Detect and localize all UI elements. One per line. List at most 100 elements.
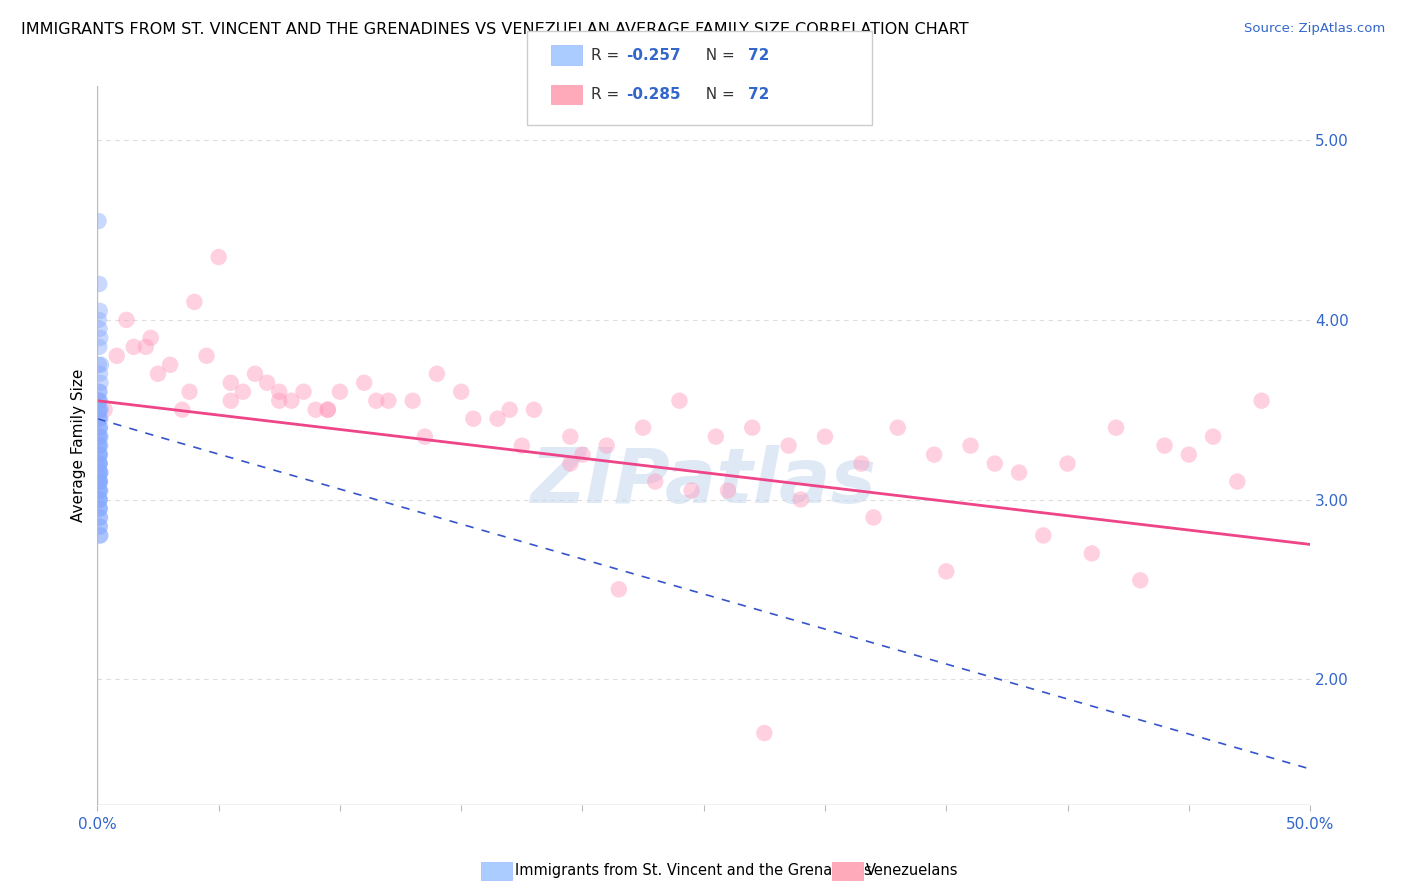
Point bbox=[560, 430, 582, 444]
Point bbox=[1178, 448, 1201, 462]
Point bbox=[596, 439, 619, 453]
Point bbox=[89, 331, 111, 345]
Point bbox=[256, 376, 278, 390]
Point bbox=[89, 457, 111, 471]
Point bbox=[1081, 546, 1104, 560]
Point bbox=[89, 457, 111, 471]
Point bbox=[90, 358, 112, 372]
Point bbox=[1056, 457, 1078, 471]
Point bbox=[87, 420, 110, 434]
Point bbox=[159, 358, 181, 372]
Point bbox=[232, 384, 254, 399]
Point bbox=[486, 411, 509, 425]
Point bbox=[463, 411, 485, 425]
Point bbox=[135, 340, 157, 354]
Point bbox=[89, 430, 111, 444]
Point bbox=[316, 402, 339, 417]
Point bbox=[89, 448, 111, 462]
Point bbox=[87, 475, 110, 489]
Point bbox=[219, 376, 242, 390]
Point bbox=[87, 430, 110, 444]
Point bbox=[89, 340, 111, 354]
Point bbox=[87, 214, 110, 228]
Point bbox=[87, 492, 110, 507]
Point bbox=[122, 340, 145, 354]
Point bbox=[89, 367, 111, 381]
Text: R =: R = bbox=[591, 87, 624, 102]
Point bbox=[316, 402, 339, 417]
Point bbox=[862, 510, 884, 524]
Point bbox=[426, 367, 449, 381]
Point bbox=[89, 420, 111, 434]
Point bbox=[87, 411, 110, 425]
Point bbox=[450, 384, 472, 399]
Point bbox=[269, 384, 291, 399]
Point bbox=[89, 430, 111, 444]
Point bbox=[413, 430, 436, 444]
Point bbox=[89, 439, 111, 453]
Point bbox=[89, 411, 111, 425]
Point bbox=[304, 402, 326, 417]
Point bbox=[183, 294, 205, 309]
Text: 72: 72 bbox=[748, 87, 769, 102]
Text: Immigrants from St. Vincent and the Grenadines: Immigrants from St. Vincent and the Gren… bbox=[515, 863, 872, 878]
Point bbox=[89, 411, 111, 425]
Point bbox=[89, 466, 111, 480]
Point bbox=[89, 492, 111, 507]
Point bbox=[366, 393, 388, 408]
Point bbox=[89, 483, 111, 498]
Point bbox=[89, 483, 111, 498]
Point bbox=[523, 402, 546, 417]
Point bbox=[87, 430, 110, 444]
Point bbox=[87, 384, 110, 399]
Point bbox=[402, 393, 425, 408]
Point bbox=[510, 439, 533, 453]
Text: 72: 72 bbox=[748, 48, 769, 62]
Point bbox=[89, 466, 111, 480]
Text: -0.257: -0.257 bbox=[626, 48, 681, 62]
Point bbox=[219, 393, 242, 408]
Point bbox=[87, 466, 110, 480]
Point bbox=[89, 501, 111, 516]
Point bbox=[89, 519, 111, 533]
Point bbox=[89, 393, 111, 408]
Point bbox=[87, 492, 110, 507]
Point bbox=[717, 483, 740, 498]
Point bbox=[89, 457, 111, 471]
Text: R =: R = bbox=[591, 48, 624, 62]
Point bbox=[89, 519, 111, 533]
Point bbox=[1008, 466, 1031, 480]
Point bbox=[115, 313, 138, 327]
Point bbox=[571, 448, 593, 462]
Point bbox=[1226, 475, 1249, 489]
Point bbox=[292, 384, 315, 399]
Point bbox=[377, 393, 399, 408]
Point bbox=[922, 448, 945, 462]
Text: IMMIGRANTS FROM ST. VINCENT AND THE GRENADINES VS VENEZUELAN AVERAGE FAMILY SIZE: IMMIGRANTS FROM ST. VINCENT AND THE GREN… bbox=[21, 22, 969, 37]
Text: ZIPatlas: ZIPatlas bbox=[530, 444, 877, 518]
Point bbox=[89, 376, 111, 390]
Point bbox=[89, 510, 111, 524]
Point bbox=[87, 466, 110, 480]
Point bbox=[172, 402, 194, 417]
Point bbox=[741, 420, 763, 434]
Point bbox=[87, 448, 110, 462]
Point bbox=[984, 457, 1007, 471]
Point bbox=[89, 510, 111, 524]
Point bbox=[87, 358, 110, 372]
Point bbox=[89, 501, 111, 516]
Point bbox=[87, 313, 110, 327]
Point bbox=[668, 393, 690, 408]
Point bbox=[89, 483, 111, 498]
Y-axis label: Average Family Size: Average Family Size bbox=[72, 369, 86, 523]
Point bbox=[89, 501, 111, 516]
Point bbox=[631, 420, 654, 434]
Point bbox=[195, 349, 218, 363]
Point bbox=[89, 402, 111, 417]
Point bbox=[179, 384, 201, 399]
Point bbox=[89, 492, 111, 507]
Point bbox=[560, 457, 582, 471]
Point bbox=[87, 448, 110, 462]
Point bbox=[87, 393, 110, 408]
Point bbox=[87, 475, 110, 489]
